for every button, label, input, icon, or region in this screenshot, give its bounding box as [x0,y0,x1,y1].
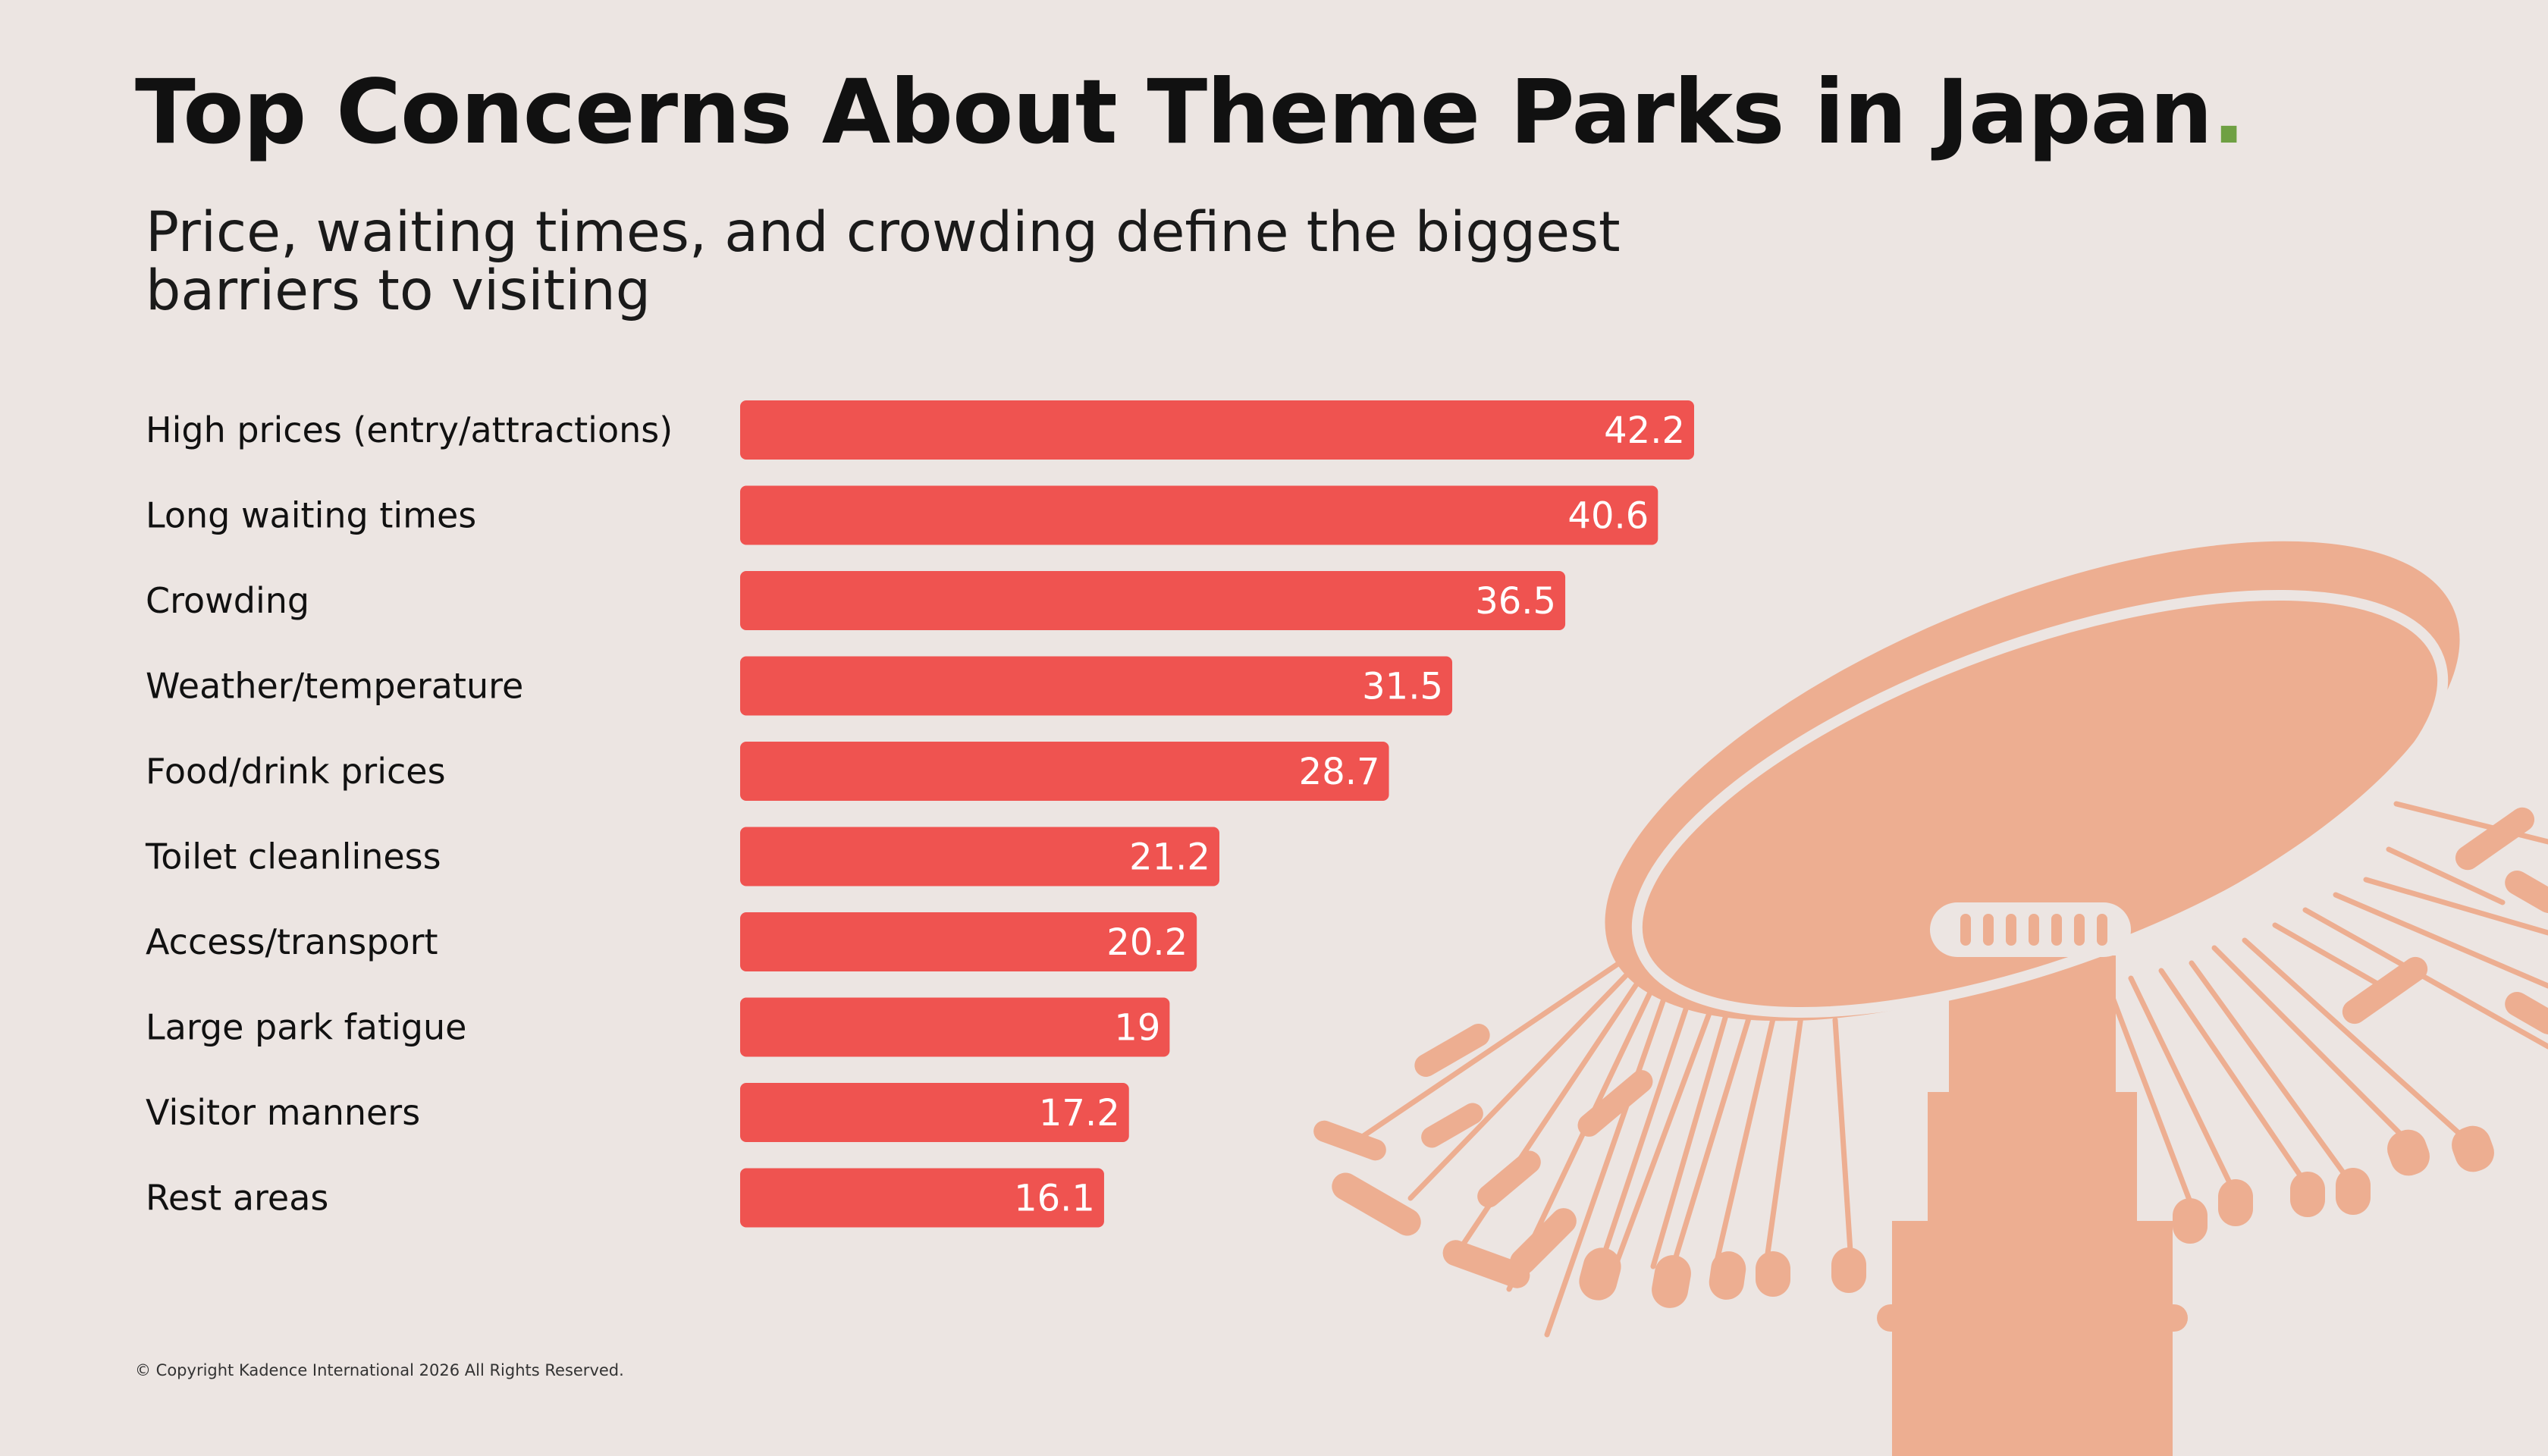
title-accent-dot: . [2211,60,2245,164]
category-label: Rest areas [146,1178,328,1219]
value-label: 16.1 [1014,1178,1095,1220]
value-label: 19 [1114,1007,1160,1050]
bar [740,827,1219,886]
bar [740,571,1566,630]
bar [740,997,1170,1057]
value-label: 28.7 [1299,751,1380,793]
bar [740,742,1389,801]
category-label: Toilet cleanliness [145,836,441,877]
bar [740,400,1694,460]
category-label: Large park fatigue [146,1007,466,1048]
category-label: Crowding [146,580,309,621]
value-label: 36.5 [1475,580,1556,623]
category-label: Visitor manners [146,1092,420,1133]
copyright-notice: © Copyright Kadence International 2026 A… [135,1361,624,1379]
value-label: 31.5 [1362,666,1443,708]
value-label: 42.2 [1604,410,1685,452]
bar [740,656,1453,716]
value-label: 40.6 [1567,495,1649,538]
chart-title: Top Concerns About Theme Parks in Japan. [135,59,2245,165]
value-label: 17.2 [1039,1092,1120,1134]
category-label: Access/transport [146,921,438,962]
category-label: Food/drink prices [146,751,446,792]
value-label: 20.2 [1106,921,1188,964]
bar [740,485,1658,545]
bar [740,1168,1104,1228]
category-label: High prices (entry/attractions) [146,410,673,450]
bar [740,1083,1129,1142]
chart-subtitle: Price, waiting times, and crowding defin… [146,200,1621,323]
category-label: Weather/temperature [146,666,523,707]
bar [740,912,1197,971]
swing-ride-illustration [1313,541,2548,1456]
category-label: Long waiting times [146,495,476,536]
chart-title-text: Top Concerns About Theme Parks in Japan [135,60,2213,164]
bars-layer: High prices (entry/attractions) 42.2 Long … [145,400,1694,1228]
value-label: 21.2 [1129,836,1210,879]
